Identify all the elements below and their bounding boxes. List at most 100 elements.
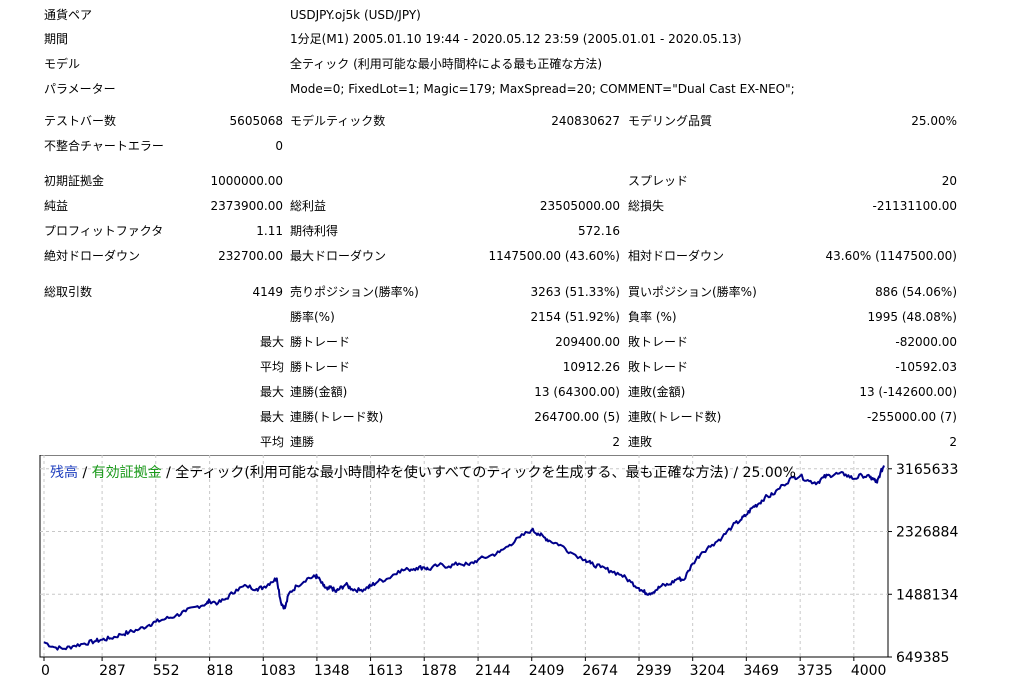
loss-trades-label: 負率 (%) [628,310,677,324]
max-consec-profit-label: 連勝(トレード数) [290,410,384,424]
spread-value: 20 [941,174,957,188]
absolute-drawdown-label: 絶対ドローダウン [44,249,141,263]
x-tick-label: 818 [207,663,234,679]
largest-prefix: 最大 [259,335,284,349]
average-loss-label: 敗トレード [628,360,689,374]
spread-label: スプレッド [628,174,689,188]
chart-grid [40,455,888,657]
parameters-value: Mode=0; FixedLot=1; Magic=179; MaxSpread… [290,82,795,96]
long-positions-value: 886 (54.06%) [875,285,957,299]
short-positions-value: 3263 (51.33%) [530,285,620,299]
average-loss-value: -10592.03 [895,360,957,374]
max-consec-wins-label: 連勝(金額) [290,385,348,399]
mismatched-errors-value: 0 [275,139,283,153]
y-tick-label: 2326884 [896,525,958,541]
model-quality-value: 25.00% [911,114,957,128]
average-profit-label: 勝トレード [290,360,351,374]
x-tick-label: 1613 [368,663,404,679]
x-tick-label: 1878 [421,663,457,679]
currency-pair-value: USDJPY.oj5k (USD/JPY) [290,8,421,22]
x-tick-label: 3469 [743,663,779,679]
chart-legend: 残高 / 有効証拠金 / 全ティック(利用可能な最小時間枠を使いすべてのティック… [50,464,796,482]
x-tick-label: 2674 [582,663,618,679]
largest-profit-label: 勝トレード [290,335,351,349]
model-ticks-label: モデルティック数 [290,114,386,128]
profit-factor-value: 1.11 [256,224,283,238]
short-positions-label: 売りポジション(勝率%) [290,285,419,299]
max-consec-loss-label: 連敗(トレード数) [628,410,722,424]
max-consec-loss-value: -255000.00 (7) [866,410,957,424]
avg-consec-losses-label: 連敗 [628,435,653,449]
avg-consec-losses-value: 2 [949,435,957,449]
max-consec-losses-label: 連敗(金額) [628,385,686,399]
balance-line [43,465,885,651]
model-label: モデル [44,57,81,71]
profit-trades-label: 勝率(%) [290,310,335,324]
x-tick-label: 0 [41,663,50,679]
largest-loss-value: -82000.00 [895,335,957,349]
initial-deposit-label: 初期証拠金 [44,174,105,188]
absolute-drawdown-value: 232700.00 [218,249,283,263]
model-ticks-value: 240830627 [551,114,620,128]
maximal-drawdown-value: 1147500.00 (43.60%) [488,249,620,263]
gross-profit-label: 総利益 [290,199,327,213]
avg-consec-wins-label: 連勝 [290,435,315,449]
x-tick-label: 2144 [475,663,511,679]
chart-frame [39,454,889,658]
x-tick-label: 1348 [314,663,350,679]
average-profit-value: 10912.26 [562,360,620,374]
average-prefix: 平均 [259,360,284,374]
currency-pair-label: 通貨ペア [44,8,93,22]
profit-trades-value: 2154 (51.92%) [530,310,620,324]
loss-trades-value: 1995 (48.08%) [867,310,957,324]
x-tick-label: 287 [99,663,126,679]
test-bars-value: 5605068 [229,114,283,128]
legend-description: / 全ティック(利用可能な最小時間枠を使いすべてのティックを生成する、最も正確な… [161,465,796,481]
maximal-drawdown-label: 最大ドローダウン [290,249,387,263]
profit-factor-label: プロフィットファクタ [44,224,164,238]
model-quality-label: モデリング品質 [628,114,713,128]
long-positions-label: 買いポジション(勝率%) [628,285,757,299]
x-tick-label: 552 [153,663,180,679]
x-tick-label: 3735 [797,663,833,679]
total-trades-value: 4149 [252,285,283,299]
net-profit-label: 純益 [44,199,69,213]
x-tick-label: 4000 [851,663,887,679]
y-axis-ticks: 649385 1488134 2326884 3165633 [888,462,958,666]
balance-chart: 0 287 552 818 1083 1348 1613 1878 2144 2409 2674 29… [0,454,1012,683]
balance-chart-svg: 0 287 552 818 1083 1348 1613 1878 2144 2409 2674 29… [39,454,958,679]
largest-loss-label: 敗トレード [628,335,689,349]
legend-equity: 有効証拠金 [91,465,162,481]
legend-balance: 残高 [50,465,78,481]
expected-payoff-label: 期待利得 [290,224,339,238]
max-consec-prefix: 最大 [259,385,284,399]
x-tick-label: 2409 [529,663,565,679]
max-consec-losses-value: 13 (-142600.00) [859,385,957,399]
x-axis-ticks: 0 287 552 818 1083 1348 1613 1878 2144 2409 2674 29… [41,657,886,679]
x-tick-label: 3204 [690,663,726,679]
x-tick-label: 2939 [636,663,672,679]
avg-consec-prefix: 平均 [259,435,284,449]
max-consec-profit-value: 264700.00 (5) [534,410,620,424]
test-bars-label: テストバー数 [44,114,117,128]
model-value: 全ティック (利用可能な最小時間枠による最も正確な方法) [290,57,603,71]
max-consec-wins-value: 13 (64300.00) [534,385,620,399]
y-tick-label: 1488134 [896,587,958,603]
max-consec-count-prefix: 最大 [259,410,284,424]
period-value: 1分足(M1) 2005.01.10 19:44 - 2020.05.12 23… [290,32,742,46]
relative-drawdown-label: 相対ドローダウン [628,249,725,263]
legend-separator: / [78,465,92,481]
gross-loss-label: 総損失 [628,199,665,213]
parameters-label: パラメーター [44,82,116,96]
avg-consec-wins-value: 2 [612,435,620,449]
chart-series [43,465,885,651]
period-label: 期間 [44,32,69,46]
largest-profit-value: 209400.00 [555,335,620,349]
y-tick-label: 3165633 [896,462,958,478]
relative-drawdown-value: 43.60% (1147500.00) [825,249,957,263]
total-trades-label: 総取引数 [44,285,93,299]
gross-loss-value: -21131100.00 [872,199,958,213]
mismatched-errors-label: 不整合チャートエラー [44,139,164,153]
expected-payoff-value: 572.16 [578,224,620,238]
x-tick-label: 1083 [260,663,296,679]
